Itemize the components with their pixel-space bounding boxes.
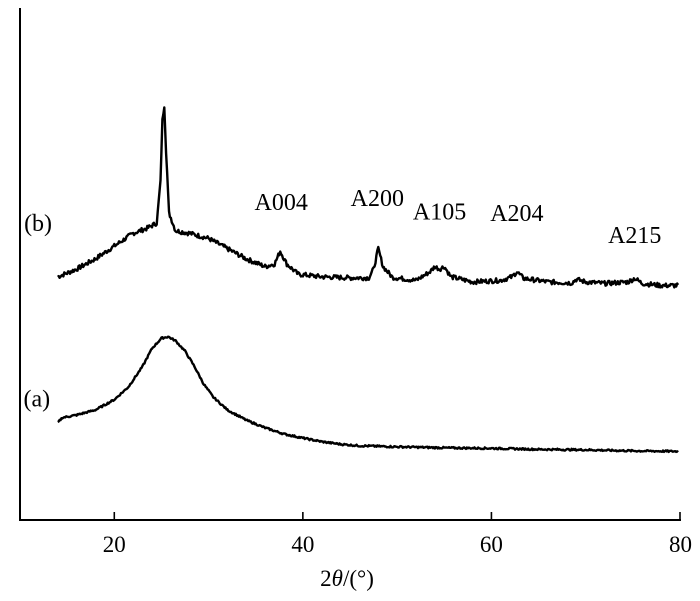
- series-line: [57, 106, 680, 289]
- x-tick-label: 20: [103, 532, 126, 557]
- peak-label: A105: [413, 199, 466, 225]
- x-tick-label: 60: [480, 532, 503, 557]
- series-label: (a): [24, 386, 51, 412]
- x-axis-label: 2θ/(°): [320, 566, 374, 591]
- series-label: (b): [24, 211, 52, 237]
- x-tick-label: 80: [669, 532, 692, 557]
- peak-label: A200: [351, 186, 404, 212]
- x-axis-label-symbol: θ: [332, 566, 343, 591]
- peak-label: A215: [608, 223, 661, 249]
- x-tick-label: 40: [291, 532, 314, 557]
- x-axis-label-prefix: 2: [320, 566, 332, 591]
- peak-label: A204: [490, 201, 543, 227]
- series-line: [57, 335, 679, 454]
- plot-frame: [19, 8, 681, 521]
- series-group: [57, 106, 680, 454]
- x-ticks: 20 40 60 80: [103, 512, 692, 557]
- annotation-group: A004 A200 A105 A204 A215 (b) (a): [24, 186, 662, 412]
- x-axis-label-suffix: /(°): [343, 566, 374, 591]
- peak-label: A004: [254, 190, 307, 216]
